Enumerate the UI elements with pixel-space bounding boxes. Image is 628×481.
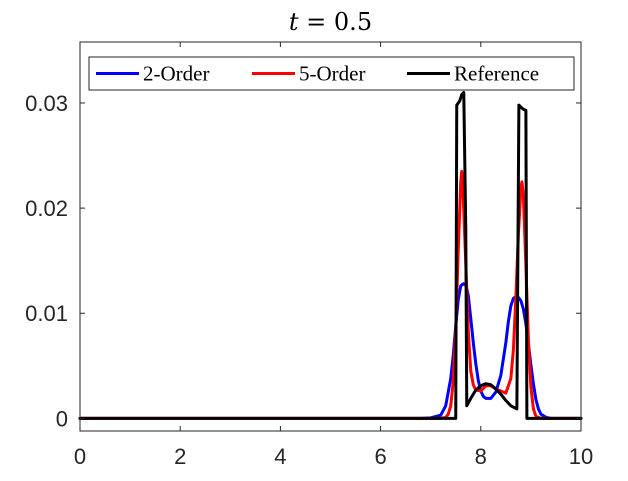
x-tick-label: 8 — [475, 444, 487, 469]
legend-label: 2-Order — [143, 62, 209, 86]
legend-label: 5-Order — [299, 62, 365, 86]
series-line-reference — [78, 90, 583, 420]
y-tick-label: 0 — [56, 406, 68, 431]
legend-label: Reference — [454, 62, 539, 86]
chart-title: t = 0.5 — [289, 8, 372, 36]
x-tick-label: 0 — [74, 444, 86, 469]
legend: 2-Order 5-Order Reference — [88, 56, 575, 91]
y-tick-label: 0.03 — [25, 91, 68, 116]
y-tick-label: 0.02 — [25, 196, 68, 221]
chart-title-variable: t — [289, 8, 299, 36]
axis-ticks: 0 2 4 6 8 10 0 0.01 0.02 0.03 — [25, 42, 593, 469]
x-tick-label: 10 — [569, 444, 593, 469]
x-tick-label: 4 — [274, 444, 286, 469]
series-lines — [78, 90, 583, 420]
chart-title-value: = 0.5 — [299, 8, 373, 36]
plot-area — [80, 42, 581, 431]
y-tick-label: 0.01 — [25, 301, 68, 326]
x-tick-label: 2 — [174, 444, 186, 469]
x-tick-label: 6 — [374, 444, 386, 469]
legend-box — [88, 56, 575, 91]
axes-box — [79, 41, 582, 432]
